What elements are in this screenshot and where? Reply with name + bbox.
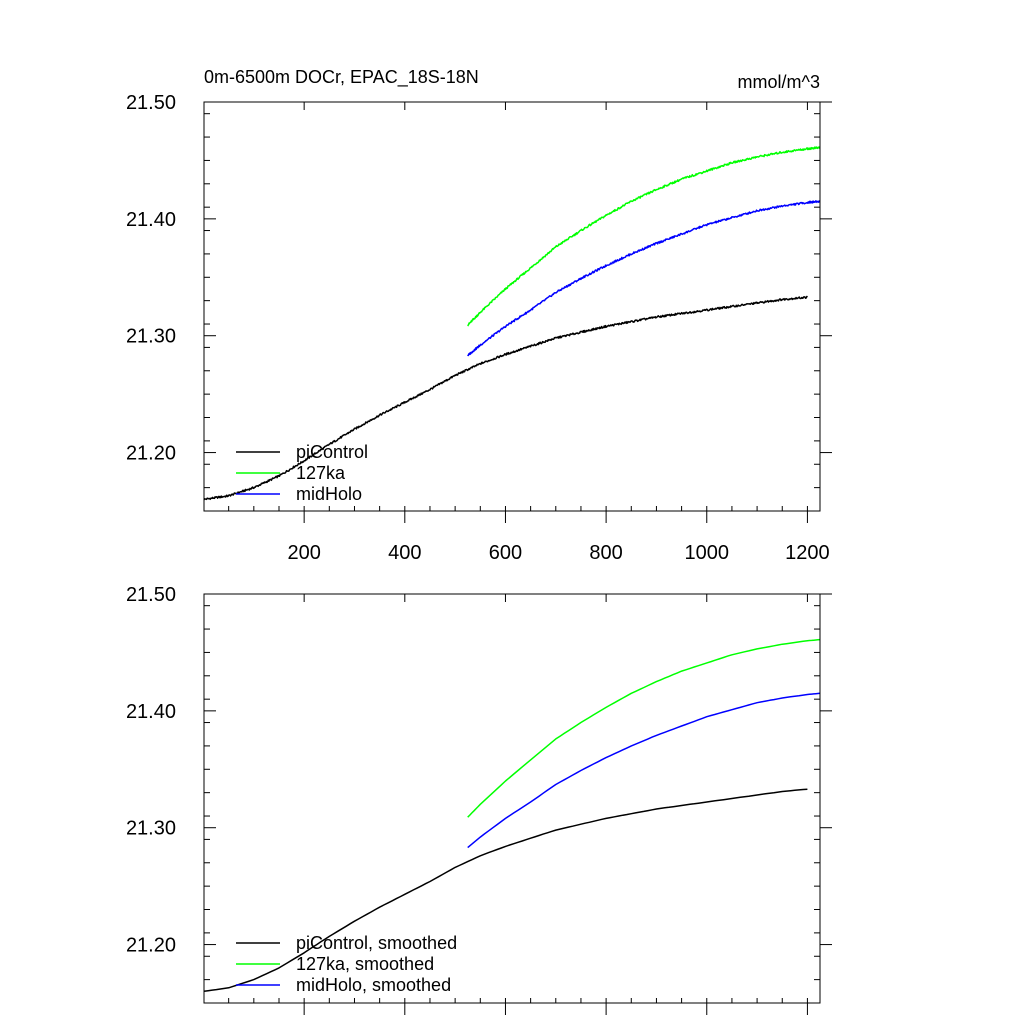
top-legend: piControl 127ka midHolo <box>236 442 368 504</box>
bottom-series-group <box>203 638 821 993</box>
units-label: mmol/m^3 <box>738 72 820 92</box>
legend-label-127ka: 127ka <box>296 463 346 483</box>
series-line-picontrol-smoothed <box>203 788 808 993</box>
x-tick-label: 600 <box>489 542 522 564</box>
bottom-axes: 21.20 21.30 21.40 21.50 <box>126 584 832 1015</box>
plot-frame <box>203 101 821 512</box>
x-tick-label: 400 <box>388 542 421 564</box>
x-tick-label: 1000 <box>685 542 730 564</box>
top-axes: 21.20 21.30 21.40 21.50 200 400 600 800 1000 1200 <box>126 92 832 564</box>
top-panel: 0m-6500m DOCr, EPAC_18S-18N mmol/m^3 piC… <box>126 67 832 564</box>
y-tick-label: 21.50 <box>126 584 176 606</box>
y-tick-label: 21.20 <box>126 935 176 957</box>
legend-label-picontrol: piControl <box>296 442 368 462</box>
x-tick-label: 200 <box>287 542 320 564</box>
y-tick-label: 21.20 <box>126 443 176 465</box>
series-line-picontrol <box>203 295 808 501</box>
series-line-midholo <box>467 200 821 357</box>
chart-title: 0m-6500m DOCr, EPAC_18S-18N <box>204 67 479 88</box>
legend-label-127ka-smoothed: 127ka, smoothed <box>296 954 434 974</box>
series-line-127ka <box>467 146 821 327</box>
y-tick-label: 21.30 <box>126 326 176 348</box>
x-tick-label: 1200 <box>785 542 830 564</box>
legend-label-midholo-smoothed: midHolo, smoothed <box>296 975 451 995</box>
y-tick-label: 21.30 <box>126 818 176 840</box>
legend-label-midholo: midHolo <box>296 484 362 504</box>
series-line-midholo-smoothed <box>467 692 821 849</box>
y-tick-label: 21.40 <box>126 209 176 231</box>
legend-label-picontrol-smoothed: piControl, smoothed <box>296 933 457 953</box>
y-tick-label: 21.40 <box>126 701 176 723</box>
plot-frame <box>203 593 821 1004</box>
bottom-panel: piControl, smoothed 127ka, smoothed midH… <box>126 584 832 1015</box>
x-tick-label: 800 <box>589 542 622 564</box>
y-tick-label: 21.50 <box>126 92 176 114</box>
series-line-127ka-smoothed <box>467 638 821 818</box>
bottom-legend: piControl, smoothed 127ka, smoothed midH… <box>236 933 457 995</box>
top-series-group <box>203 146 821 501</box>
